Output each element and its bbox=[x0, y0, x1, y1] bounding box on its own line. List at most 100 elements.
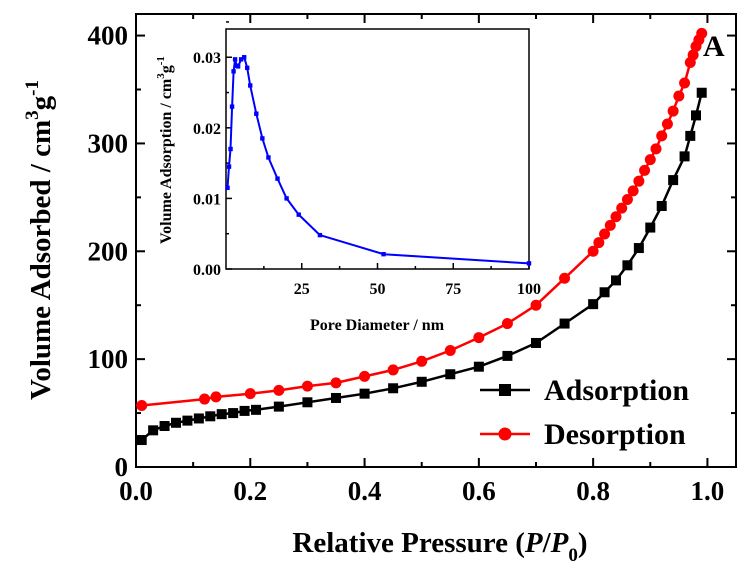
desorption-point bbox=[330, 377, 342, 389]
x-label-p0: P bbox=[550, 527, 569, 559]
adsorption-point bbox=[359, 388, 370, 399]
desorption-point bbox=[599, 228, 611, 240]
desorption-point bbox=[530, 299, 542, 311]
adsorption-point bbox=[656, 200, 667, 211]
desorption-point bbox=[616, 202, 628, 214]
main-x-tick-label: 0.8 bbox=[576, 476, 610, 506]
adsorption-point bbox=[531, 337, 541, 348]
adsorption-point bbox=[696, 87, 707, 98]
legend-adsorption-label: Adsorption bbox=[544, 374, 689, 407]
y-label-main: Volume Adsorbed / cm bbox=[25, 120, 57, 400]
adsorption-point bbox=[691, 110, 701, 121]
main-y-tick-label: 200 bbox=[88, 236, 129, 266]
desorption-point bbox=[656, 130, 668, 142]
inset-y-label-main: Volume Adsorption / cm bbox=[158, 78, 175, 244]
main-x-tick-label: 1.0 bbox=[691, 476, 725, 506]
pore-distribution-point bbox=[254, 111, 259, 116]
desorption-point bbox=[416, 355, 428, 367]
pore-distribution-point bbox=[235, 64, 241, 69]
desorption-point bbox=[650, 143, 662, 155]
adsorption-point bbox=[685, 130, 696, 141]
pore-distribution-point bbox=[231, 69, 236, 74]
main-x-tick-label: 0.6 bbox=[462, 476, 496, 506]
adsorption-point bbox=[599, 287, 610, 298]
main-y-tick-label: 300 bbox=[88, 128, 129, 158]
adsorption-point bbox=[136, 435, 147, 446]
pore-distribution-point bbox=[296, 212, 301, 217]
adsorption-point bbox=[302, 397, 313, 408]
adsorption-point bbox=[473, 361, 484, 372]
adsorption-point bbox=[239, 405, 250, 416]
main-plot-frame bbox=[135, 13, 737, 468]
pore-distribution-point bbox=[241, 55, 247, 60]
main-y-axis-label: Volume Adsorbed / cm3g-1 bbox=[22, 80, 57, 400]
adsorption-point bbox=[251, 404, 261, 415]
desorption-point bbox=[244, 388, 256, 400]
legend-adsorption-marker bbox=[499, 384, 511, 396]
desorption-point bbox=[587, 245, 599, 257]
x-label-post: ) bbox=[578, 527, 588, 559]
y-label-supm1: -1 bbox=[22, 80, 43, 96]
inset-plot-frame bbox=[225, 28, 530, 270]
inset-y-tick-label: 0.00 bbox=[193, 262, 221, 279]
x-label-slash: / bbox=[542, 527, 552, 559]
desorption-point bbox=[473, 332, 485, 344]
pore-distribution-point bbox=[248, 83, 253, 88]
adsorption-point bbox=[416, 376, 427, 387]
legend: Adsorption Desorption bbox=[480, 374, 689, 451]
adsorption-point bbox=[388, 383, 399, 394]
adsorption-line bbox=[140, 92, 703, 441]
pore-distribution-point bbox=[381, 251, 386, 257]
adsorption-point bbox=[148, 425, 159, 436]
desorption-point bbox=[639, 164, 651, 176]
adsorption-point bbox=[668, 175, 679, 186]
pore-distribution-point bbox=[317, 232, 323, 238]
desorption-point bbox=[673, 90, 685, 102]
inset-x-tick-label: 75 bbox=[445, 281, 461, 298]
panel-label: A bbox=[703, 30, 725, 63]
desorption-point bbox=[604, 219, 616, 231]
inset-y-label-supm1: -1 bbox=[155, 56, 167, 65]
adsorption-point bbox=[588, 299, 599, 310]
adsorption-point bbox=[622, 260, 633, 271]
desorption-point bbox=[610, 211, 622, 223]
pore-distribution-point bbox=[228, 146, 233, 152]
y-label-sup3: 3 bbox=[22, 110, 43, 120]
adsorption-point bbox=[182, 415, 193, 426]
desorption-point bbox=[301, 380, 313, 392]
inset-x-tick-label: 25 bbox=[294, 281, 310, 298]
inset-y-tick-label: 0.02 bbox=[193, 121, 221, 138]
desorption-point bbox=[690, 40, 702, 52]
inset-axis-ticks: 25 50 75 100 0.00 0.01 0.02 0.03 bbox=[193, 21, 541, 298]
pore-distribution-point bbox=[275, 176, 280, 181]
desorption-point bbox=[644, 154, 656, 166]
adsorption-point bbox=[679, 151, 690, 162]
adsorption-point bbox=[171, 417, 181, 428]
inset-y-label-g: g bbox=[158, 65, 175, 73]
adsorption-point bbox=[216, 409, 227, 420]
pore-distribution-point bbox=[238, 57, 244, 62]
desorption-point bbox=[501, 318, 513, 330]
legend-desorption-label: Desorption bbox=[544, 418, 686, 451]
adsorption-point bbox=[331, 392, 341, 403]
inset-y-tick-label: 0.03 bbox=[193, 50, 221, 67]
adsorption-point bbox=[445, 369, 456, 380]
adsorption-point bbox=[159, 421, 170, 432]
adsorption-point bbox=[633, 243, 644, 254]
desorption-point bbox=[627, 185, 639, 197]
desorption-point bbox=[199, 393, 211, 405]
inset-y-axis-label: Volume Adsorption / cm3g-1 bbox=[155, 56, 175, 244]
adsorption-point bbox=[205, 411, 216, 422]
adsorption-point bbox=[193, 413, 204, 424]
desorption-point bbox=[667, 105, 679, 117]
desorption-point bbox=[273, 384, 285, 396]
inset-x-tick-label: 100 bbox=[517, 281, 541, 298]
adsorption-point bbox=[559, 318, 570, 329]
desorption-point bbox=[593, 237, 605, 249]
inset-y-tick-label: 0.01 bbox=[193, 191, 221, 208]
inset-series-layer bbox=[225, 55, 532, 266]
main-x-axis-label: Relative Pressure (P/P0) bbox=[292, 527, 587, 563]
pore-distribution-point bbox=[226, 164, 232, 169]
desorption-point bbox=[661, 118, 673, 130]
main-series-layer bbox=[136, 27, 708, 446]
